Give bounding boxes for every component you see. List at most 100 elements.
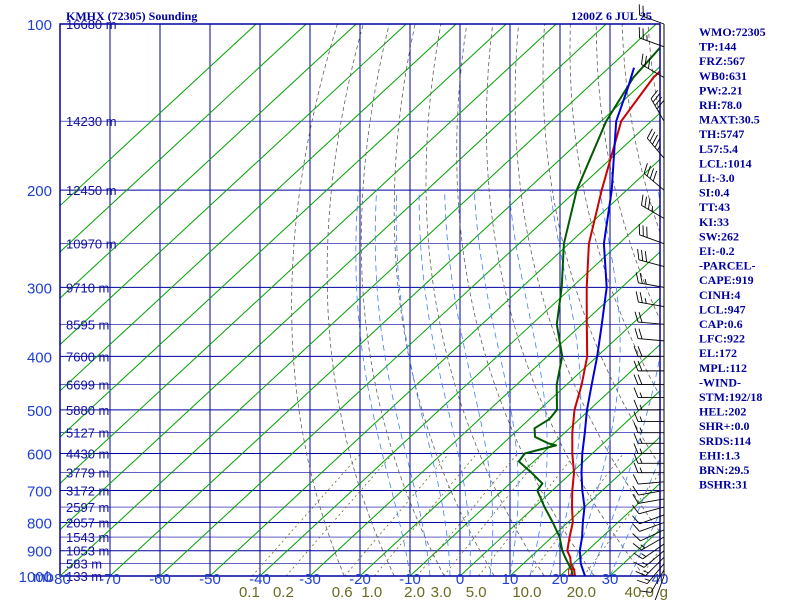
height-label: 5880 m bbox=[66, 403, 109, 418]
stability-index: MAXT:30.5 bbox=[699, 113, 760, 127]
wind-barb-shaft bbox=[638, 282, 665, 288]
wind-barb-shaft bbox=[650, 569, 665, 593]
station-title: KMHX (72305) Sounding bbox=[66, 9, 197, 23]
mixing-ratio-line bbox=[478, 453, 576, 576]
isotherm-line bbox=[109, 66, 660, 576]
stability-index: TH:5747 bbox=[699, 127, 744, 141]
wind-barb-flag bbox=[633, 433, 639, 444]
wind-barb bbox=[637, 249, 665, 267]
stability-index: TT:43 bbox=[699, 200, 730, 214]
wind-barb-flag bbox=[646, 165, 651, 177]
stability-index: LFC:922 bbox=[699, 332, 745, 346]
stability-index: SHR+:0.0 bbox=[699, 419, 750, 433]
stability-index: LI:-3.0 bbox=[699, 171, 735, 185]
wind-barb-shaft bbox=[641, 536, 665, 551]
wind-barb bbox=[633, 411, 664, 422]
wind-barb-flag bbox=[641, 53, 644, 65]
stability-index: STM:192/18 bbox=[699, 390, 762, 404]
temperature-tick-label: -10 bbox=[399, 571, 421, 588]
dry-adiabat-line bbox=[291, 24, 345, 576]
wind-barb bbox=[633, 422, 664, 434]
height-label: 1543 m bbox=[66, 530, 109, 545]
wind-barb-flag bbox=[634, 561, 645, 568]
wind-barb bbox=[632, 529, 665, 542]
height-label: 2057 m bbox=[66, 516, 109, 531]
index-backing bbox=[697, 156, 769, 170]
height-label: 1053 m bbox=[66, 544, 109, 559]
temperature-tick-label: -80 bbox=[49, 571, 71, 588]
isotherm-line bbox=[209, 158, 660, 576]
wind-barb-flag bbox=[639, 292, 643, 303]
wind-barb-flag bbox=[638, 311, 643, 323]
wind-barb-flag bbox=[633, 374, 639, 385]
profile-series-layer bbox=[517, 46, 660, 576]
index-backing bbox=[697, 302, 769, 316]
stability-index: SRDS:114 bbox=[699, 434, 751, 448]
index-backing bbox=[697, 346, 769, 360]
stability-index: CINH:4 bbox=[699, 288, 740, 302]
dry-adiabat-line bbox=[595, 24, 660, 321]
isotherm-line bbox=[60, 24, 607, 531]
index-backing bbox=[697, 112, 769, 126]
wind-barb-flag bbox=[654, 137, 661, 148]
moist-adiabat-line bbox=[395, 190, 451, 576]
mixing-ratio-tick-label: 5.0 bbox=[466, 584, 487, 600]
wind-barb-shaft bbox=[639, 14, 665, 25]
wind-barb bbox=[633, 387, 664, 398]
pressure-tick-label: 300 bbox=[27, 280, 52, 297]
wind-barb-flag bbox=[656, 100, 665, 110]
wind-barb-shaft bbox=[645, 556, 665, 577]
moist-adiabat-line bbox=[549, 190, 582, 576]
wind-barb bbox=[633, 443, 664, 454]
mixing-ratio-tick-label: 0.2 bbox=[273, 584, 294, 600]
index-backing bbox=[697, 171, 769, 184]
wind-barb-flag bbox=[632, 523, 640, 532]
wind-barb-flag bbox=[649, 168, 655, 179]
pressure-tick-label: 400 bbox=[27, 349, 52, 366]
index-backing bbox=[697, 200, 769, 214]
dry-adiabat-line bbox=[456, 24, 595, 576]
wind-barb bbox=[633, 346, 664, 357]
wind-barb-flag bbox=[632, 504, 640, 515]
index-backing bbox=[697, 463, 769, 476]
stability-index: WMO:72305 bbox=[699, 25, 766, 39]
stability-index: CAP:0.6 bbox=[699, 317, 743, 331]
index-backing bbox=[697, 433, 769, 447]
temperature-tick-label: 30 bbox=[602, 571, 619, 588]
stability-index: FRZ:567 bbox=[699, 54, 745, 68]
wind-barb-flag bbox=[641, 194, 644, 206]
index-backing bbox=[697, 273, 769, 287]
wind-barb-flag bbox=[647, 57, 651, 69]
stability-index: BSHR:31 bbox=[699, 478, 748, 492]
dry-adiabat-line bbox=[425, 24, 545, 576]
wind-barb bbox=[654, 575, 665, 600]
temperature-tick-label: -70 bbox=[99, 571, 121, 588]
wind-barb bbox=[633, 462, 664, 474]
stability-index: RH:78.0 bbox=[699, 98, 742, 112]
temperature-tick-label: -60 bbox=[149, 571, 171, 588]
moist-adiabat-line bbox=[444, 190, 494, 576]
index-backing bbox=[697, 54, 769, 68]
wind-barb-flag bbox=[637, 249, 640, 260]
stability-index: LCL:947 bbox=[699, 302, 746, 316]
isotherm-line bbox=[60, 24, 657, 576]
pressure-tick-label: 200 bbox=[27, 183, 52, 200]
moist-adiabat-line bbox=[418, 190, 471, 576]
stability-index: TP:144 bbox=[699, 40, 736, 54]
mixing-ratio-line bbox=[528, 453, 624, 576]
index-backing bbox=[697, 39, 769, 53]
stability-index: EL:172 bbox=[699, 346, 737, 360]
mixing-ratio-layer bbox=[251, 453, 660, 576]
moist-adiabat-line bbox=[569, 190, 621, 576]
wind-barb-flag bbox=[633, 552, 643, 560]
pressure-tick-label: 900 bbox=[27, 544, 52, 561]
index-backing bbox=[697, 375, 769, 389]
wind-barb-shaft bbox=[639, 522, 665, 532]
stability-index: LCL:1014 bbox=[699, 156, 752, 170]
stability-index: -PARCEL- bbox=[699, 259, 755, 273]
index-backing bbox=[697, 404, 769, 418]
mixing-ratio-line bbox=[285, 453, 394, 576]
pressure-tick-label: 700 bbox=[27, 483, 52, 500]
wind-barb-flag bbox=[646, 128, 653, 139]
mixing-ratio-tick-label: 0.6 bbox=[332, 584, 353, 600]
